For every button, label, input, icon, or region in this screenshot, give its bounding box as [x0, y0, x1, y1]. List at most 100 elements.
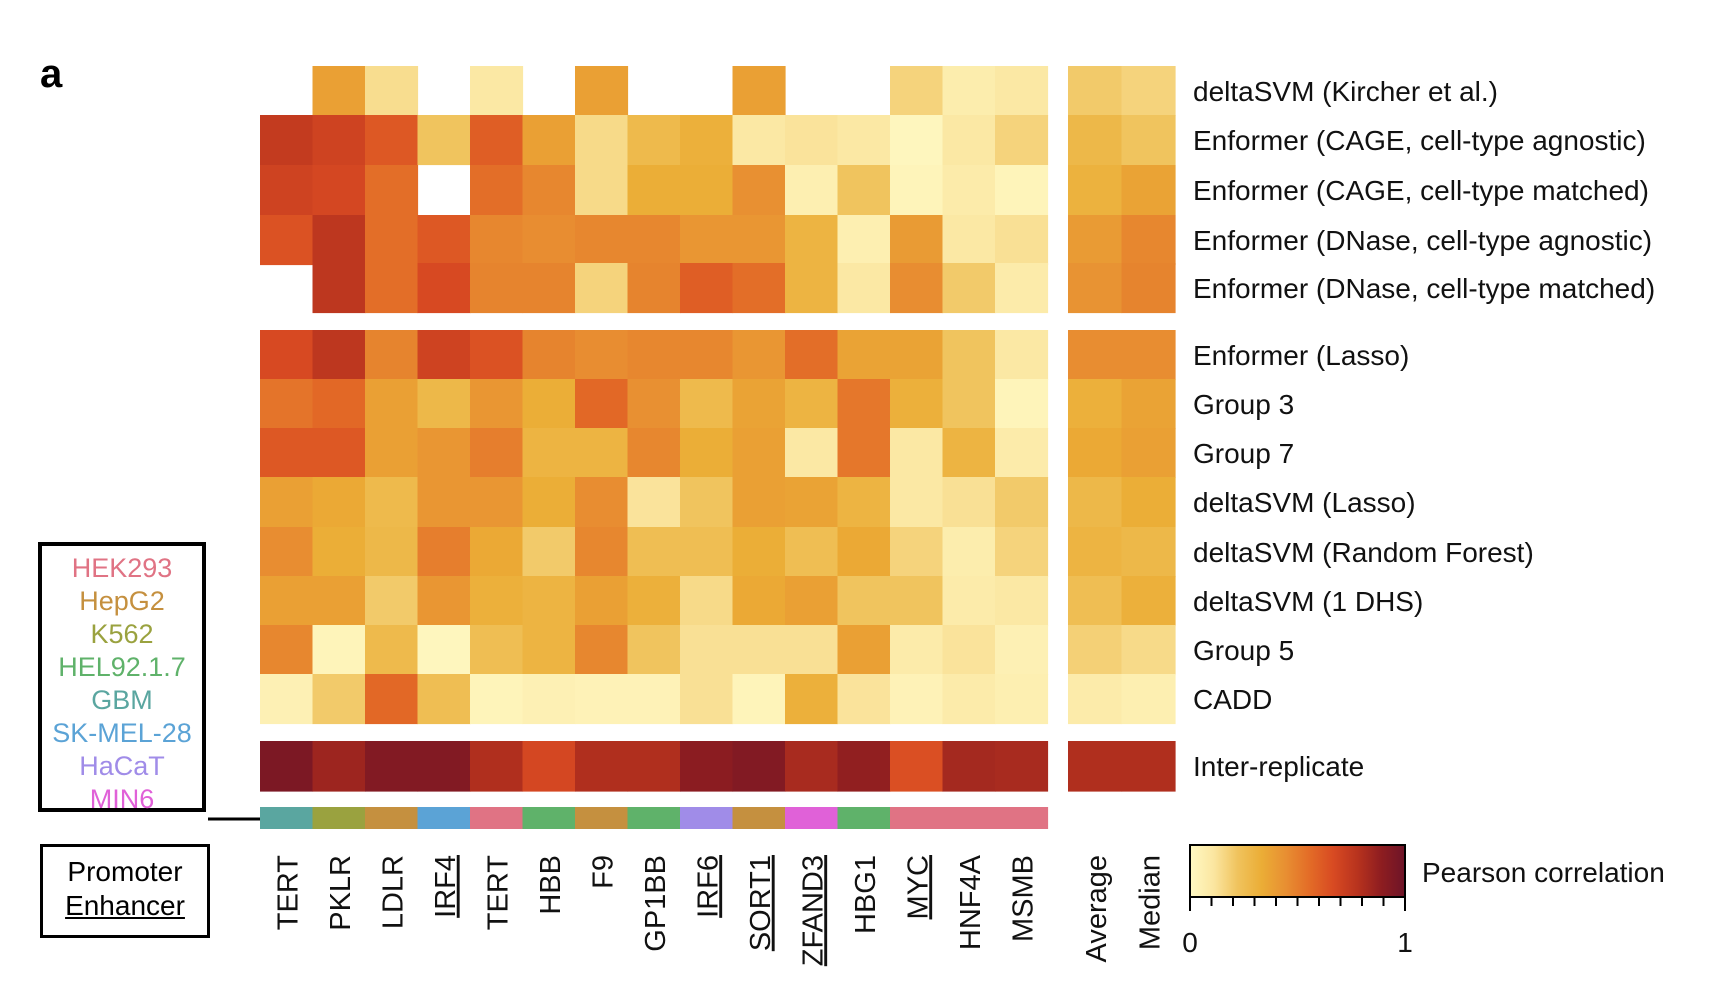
heatmap-cell: [365, 330, 419, 381]
heatmap-cell: [785, 330, 839, 381]
heatmap-cell: [942, 527, 996, 578]
summary-cell: [1068, 215, 1123, 266]
heatmap-cell: [995, 527, 1049, 578]
row-labels: deltaSVM (Kircher et al.) Enformer (CAGE,…: [1193, 76, 1655, 782]
heatmap-cell: [365, 576, 419, 627]
column-label: IRF4: [430, 855, 462, 918]
heatmap-cell: [260, 741, 314, 792]
heatmap-cell: [627, 527, 681, 578]
heatmap-cell: [417, 477, 471, 528]
summary-cell: [1068, 66, 1123, 117]
heatmap-cell: [942, 625, 996, 676]
summary-cell: [1121, 379, 1176, 430]
heatmap-cell: [680, 477, 734, 528]
heatmap-cell: [942, 576, 996, 627]
heatmap-cell: [365, 66, 419, 117]
heatmap-cell: [470, 576, 524, 627]
heatmap-cell: [680, 625, 734, 676]
heatmap-cell: [995, 165, 1049, 216]
cell-line-strip-cell: [890, 807, 944, 829]
heatmap-cell: [470, 165, 524, 216]
heatmap-cell: [470, 741, 524, 792]
column-label: TERT: [272, 855, 304, 930]
heatmap-cell: [365, 215, 419, 266]
heatmap-cell: [732, 330, 786, 381]
heatmap-cell: [417, 330, 471, 381]
column-label: ZFAND3: [797, 855, 829, 966]
heatmap-cell: [890, 215, 944, 266]
heatmap-cell: [680, 576, 734, 627]
summary-cell: [1121, 263, 1176, 314]
promoter-legend-label: Promoter: [67, 856, 183, 887]
heatmap-cell: [627, 379, 681, 430]
cell-line-legend-hek293: HEK293: [71, 553, 173, 583]
row-label: deltaSVM (Random Forest): [1193, 537, 1534, 568]
heatmap-cell: [995, 115, 1049, 166]
heatmap-cell: [260, 115, 314, 166]
cell-line-strip-cell: [680, 807, 734, 829]
heatmap-cell: [522, 527, 576, 578]
heatmap-cell: [732, 477, 786, 528]
row-label: CADD: [1193, 684, 1272, 715]
column-label: IRF6: [692, 855, 724, 918]
heatmap-cell: [260, 477, 314, 528]
heatmap-cell: [837, 165, 891, 216]
heatmap-cell: [522, 215, 576, 266]
heatmap-cell: [837, 477, 891, 528]
cell-line-strip-cell: [417, 807, 471, 829]
heatmap-cell: [837, 576, 891, 627]
heatmap-cell: [785, 674, 839, 725]
heatmap-cell: [890, 379, 944, 430]
heatmap-cell: [522, 428, 576, 479]
cell-line-strip-cell: [470, 807, 524, 829]
heatmap-cell: [470, 379, 524, 430]
heatmap-cell: [365, 428, 419, 479]
heatmap-cell: [627, 428, 681, 479]
heatmap-cell: [732, 741, 786, 792]
heatmap-cell: [837, 741, 891, 792]
heatmap-cell: [470, 477, 524, 528]
column-label: MYC: [902, 855, 934, 919]
cell-line-strip-cell: [837, 807, 891, 829]
cell-line-strip-cell: [312, 807, 366, 829]
cell-line-strip-cell: [575, 807, 629, 829]
heatmap-cell: [522, 625, 576, 676]
cell-line-legend: HEK293 HepG2 K562 HEL92.1.7 GBM SK-MEL-2…: [38, 542, 206, 814]
cell-line-strip-cell: [627, 807, 681, 829]
cell-line-legend-hacat: HaCaT: [79, 751, 165, 781]
heatmap-cell: [312, 576, 366, 627]
heatmap-cell: [260, 674, 314, 725]
summary-cell: [1068, 115, 1123, 166]
summary-cell: [1068, 165, 1123, 216]
summary-cell: [1121, 330, 1176, 381]
heatmap-cell: [785, 477, 839, 528]
cell-line-legend-hepg2: HepG2: [79, 586, 165, 616]
heatmap-cell: [732, 576, 786, 627]
heatmap-cell: [627, 215, 681, 266]
heatmap-cell: [837, 674, 891, 725]
heatmap-cell: [522, 674, 576, 725]
heatmap-cell: [680, 215, 734, 266]
heatmap-cell: [732, 428, 786, 479]
heatmap-cell: [995, 263, 1049, 314]
heatmap-cell: [837, 215, 891, 266]
heatmap-cell: [995, 66, 1049, 117]
heatmap-cell: [312, 674, 366, 725]
heatmap-cell: [785, 428, 839, 479]
cell-line-strip-cell: [732, 807, 786, 829]
row-label: Enformer (DNase, cell-type matched): [1193, 273, 1655, 304]
heatmap-cell: [365, 477, 419, 528]
heatmap-cell: [890, 741, 944, 792]
heatmap-cell: [575, 428, 629, 479]
cell-line-strip-cell: [995, 807, 1049, 829]
heatmap-cell: [260, 527, 314, 578]
heatmap-cell: [312, 215, 366, 266]
heatmap-cell: [680, 379, 734, 430]
heatmap-cell: [837, 330, 891, 381]
heatmap-cell: [627, 330, 681, 381]
heatmap-cell: [890, 674, 944, 725]
heatmap-cell: [942, 477, 996, 528]
summary-cell: [1121, 674, 1176, 725]
heatmap-cell: [890, 625, 944, 676]
row-label: deltaSVM (Lasso): [1193, 487, 1416, 518]
